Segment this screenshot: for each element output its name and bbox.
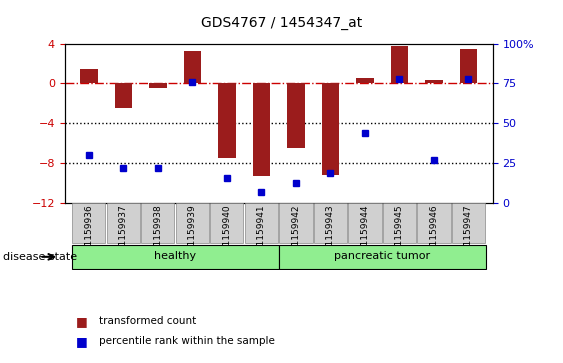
Text: GSM1159946: GSM1159946 <box>430 204 439 265</box>
Text: GDS4767 / 1454347_at: GDS4767 / 1454347_at <box>201 16 362 30</box>
Bar <box>218 83 235 158</box>
Bar <box>253 83 270 176</box>
Text: GSM1159939: GSM1159939 <box>188 204 197 265</box>
Text: GSM1159945: GSM1159945 <box>395 204 404 265</box>
Bar <box>417 203 450 243</box>
Bar <box>425 81 443 83</box>
Text: GSM1159937: GSM1159937 <box>119 204 128 265</box>
Bar <box>391 46 408 83</box>
Bar <box>141 203 175 243</box>
Text: pancreatic tumor: pancreatic tumor <box>334 251 430 261</box>
Bar <box>176 203 209 243</box>
Text: ■: ■ <box>76 315 88 328</box>
Bar <box>460 49 477 83</box>
Bar <box>72 203 105 243</box>
Bar <box>184 50 201 83</box>
Bar <box>81 69 97 83</box>
Text: transformed count: transformed count <box>99 316 196 326</box>
Text: ■: ■ <box>76 335 88 348</box>
Text: disease state: disease state <box>3 252 77 262</box>
Text: GSM1159940: GSM1159940 <box>222 204 231 265</box>
Bar <box>452 203 485 243</box>
Bar <box>279 203 312 243</box>
Text: GSM1159936: GSM1159936 <box>84 204 93 265</box>
Bar <box>356 78 374 83</box>
Text: GSM1159944: GSM1159944 <box>360 204 369 265</box>
Bar <box>72 245 279 269</box>
Bar <box>115 83 132 109</box>
Bar <box>279 245 486 269</box>
Text: GSM1159942: GSM1159942 <box>292 204 301 265</box>
Text: GSM1159941: GSM1159941 <box>257 204 266 265</box>
Bar <box>287 83 305 148</box>
Bar <box>149 83 167 89</box>
Bar <box>322 83 339 175</box>
Bar <box>383 203 416 243</box>
Text: GSM1159943: GSM1159943 <box>326 204 335 265</box>
Text: GSM1159947: GSM1159947 <box>464 204 473 265</box>
Bar <box>348 203 382 243</box>
Bar <box>211 203 243 243</box>
Text: healthy: healthy <box>154 251 196 261</box>
Bar <box>314 203 347 243</box>
Bar <box>107 203 140 243</box>
Text: GSM1159938: GSM1159938 <box>153 204 162 265</box>
Text: percentile rank within the sample: percentile rank within the sample <box>99 336 274 346</box>
Bar <box>245 203 278 243</box>
